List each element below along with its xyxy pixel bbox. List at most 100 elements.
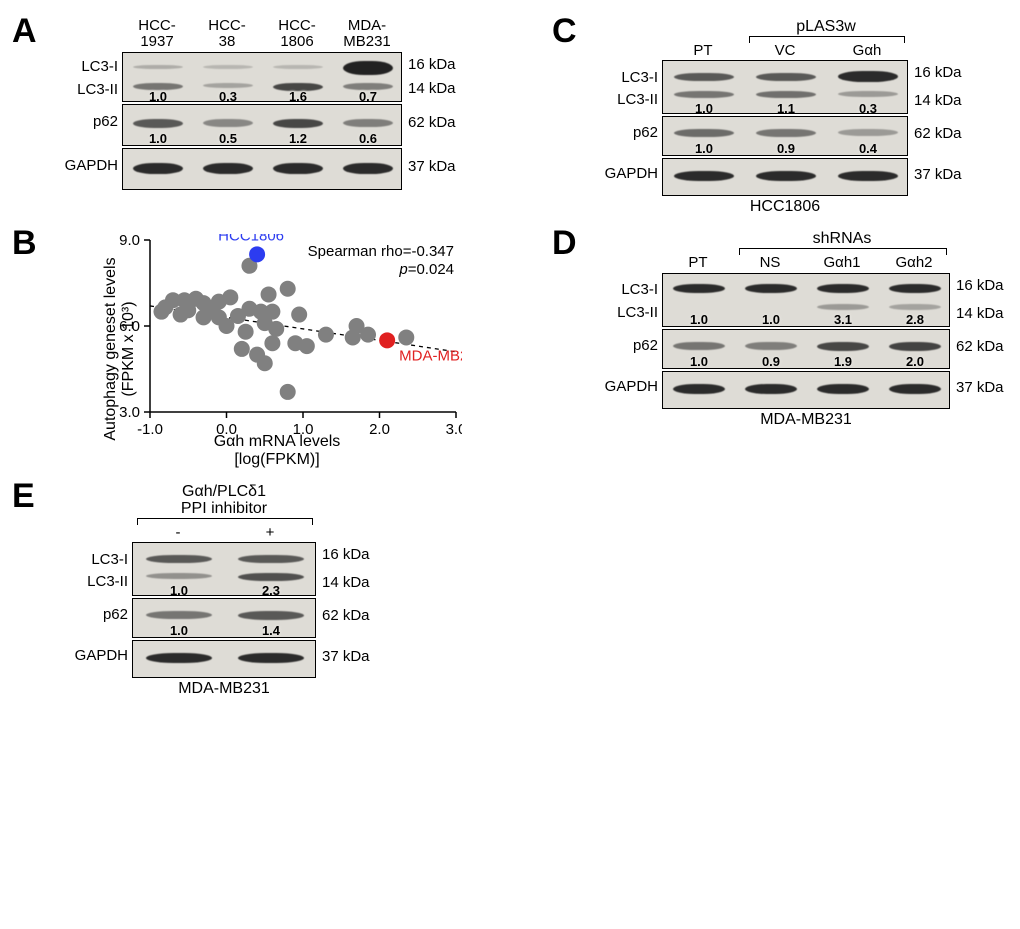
bracket-line — [749, 36, 905, 43]
western-blot: shRNAsPTNSGαh1Gαh2LC3-ILC3-II1.01.03.12.… — [590, 230, 1020, 428]
band — [673, 284, 725, 293]
band — [343, 163, 393, 174]
molecular-weight-label: 14 kDa — [956, 305, 1004, 322]
y-axis-label: Autophagy geneset levels (FPKM x 10³) — [102, 258, 137, 441]
band — [273, 163, 323, 174]
band — [838, 71, 897, 82]
data-point — [291, 307, 307, 323]
band — [343, 83, 393, 90]
highlight-point — [379, 333, 395, 349]
band — [133, 65, 183, 69]
data-point — [280, 281, 296, 297]
row-labels: LC3-ILC3-II — [590, 66, 658, 109]
band — [838, 129, 897, 136]
molecular-weight-label: 37 kDa — [914, 166, 962, 183]
band — [673, 342, 725, 350]
gel-strip: 1.01.4 — [132, 598, 316, 638]
gel-strip: 1.02.3 — [132, 542, 316, 596]
band — [146, 573, 212, 579]
row-labels: p62 — [50, 114, 118, 131]
gel-strip — [122, 148, 402, 190]
band — [674, 171, 733, 181]
gel-strip — [662, 371, 950, 409]
panel-e: EGαh/PLCδ1 PPI inhibitor-+LC3-ILC3-II1.0… — [12, 477, 532, 699]
band — [817, 284, 869, 293]
molecular-weight-label: 62 kDa — [956, 338, 1004, 355]
data-point — [261, 287, 277, 303]
band — [756, 73, 815, 81]
data-point — [234, 341, 250, 357]
molecular-weight-label: 14 kDa — [322, 574, 370, 591]
band — [817, 342, 869, 351]
band — [745, 284, 797, 293]
scatter-svg: -1.00.01.02.03.03.06.09.0HCC1806MDA-MB23… — [92, 234, 462, 464]
quant-value: 0.9 — [745, 141, 827, 156]
row-labels: LC3-ILC3-II — [60, 548, 128, 591]
blot-row: LC3-ILC3-II1.02.316 kDa14 kDa — [132, 542, 316, 596]
scatter-plot: -1.00.01.02.03.03.06.09.0HCC1806MDA-MB23… — [92, 234, 532, 468]
row-labels: LC3-ILC3-II — [50, 55, 118, 98]
quant-value: 0.9 — [735, 354, 807, 369]
quant-value: 1.0 — [123, 89, 193, 102]
band — [203, 119, 253, 127]
lane-label: HCC- 1937 — [122, 18, 192, 50]
stats-rho: Spearman rho=-0.347 — [308, 243, 454, 260]
header-bracket-label: shRNAs — [739, 230, 945, 248]
quant-value: 0.4 — [827, 141, 908, 156]
band — [343, 61, 393, 75]
lane-label: NS — [734, 255, 806, 271]
band — [238, 653, 304, 663]
header-bracket: Gαh/PLCδ1 PPI inhibitor — [132, 483, 316, 525]
band — [133, 83, 183, 90]
blot-row: p621.00.90.462 kDa — [662, 116, 908, 156]
blot-row: GAPDH37 kDa — [132, 640, 316, 678]
quant-value: 1.2 — [263, 131, 333, 146]
band — [838, 171, 897, 181]
blot-row: LC3-ILC3-II1.01.10.316 kDa14 kDa — [662, 60, 908, 114]
data-point — [299, 338, 315, 354]
data-point — [264, 304, 280, 320]
quant-value: 1.0 — [133, 623, 225, 638]
cell-line-caption: HCC1806 — [662, 198, 908, 216]
quant-value: 1.0 — [133, 583, 225, 596]
band — [146, 653, 212, 663]
band — [146, 555, 212, 563]
panel-letter: C — [552, 12, 577, 51]
molecular-weight-label: 37 kDa — [322, 648, 370, 665]
gel-strip: 1.00.91.92.0 — [662, 329, 950, 369]
quant-value: 0.3 — [827, 101, 908, 114]
row-labels: GAPDH — [590, 379, 658, 396]
figure: AHCC- 1937HCC- 38HCC- 1806MDA- MB231LC3-… — [12, 12, 1008, 706]
band — [674, 73, 733, 81]
gel-strip — [132, 640, 316, 678]
quant-value: 0.6 — [333, 131, 402, 146]
lane-label: + — [224, 525, 316, 541]
panel-a: AHCC- 1937HCC- 38HCC- 1806MDA- MB231LC3-… — [12, 12, 532, 216]
lane-label: HCC- 38 — [192, 18, 262, 50]
quant-value: 1.0 — [123, 131, 193, 146]
blot-row: GAPDH37 kDa — [662, 371, 950, 409]
molecular-weight-label: 62 kDa — [914, 125, 962, 142]
bracket-line — [137, 518, 313, 525]
band — [133, 163, 183, 174]
lane-label: Gαh1 — [806, 255, 878, 271]
lane-label: Gαh2 — [878, 255, 950, 271]
band — [817, 384, 869, 394]
panel-b: B-1.00.01.02.03.03.06.09.0HCC1806MDA-MB2… — [12, 224, 532, 468]
data-point — [318, 327, 334, 343]
panel-letter: A — [12, 12, 37, 51]
panel-letter: D — [552, 224, 577, 263]
blot-row: GAPDH37 kDa — [662, 158, 908, 196]
row-labels: p62 — [60, 607, 128, 624]
lane-labels-row: -+ — [132, 525, 316, 541]
band — [273, 119, 323, 128]
data-point — [268, 321, 284, 337]
row-labels: LC3-ILC3-II — [590, 278, 658, 321]
data-point — [222, 290, 238, 306]
header-bracket-label: pLAS3w — [749, 18, 903, 36]
quant-value: 1.0 — [663, 312, 735, 327]
data-point — [238, 324, 254, 340]
band — [203, 83, 253, 88]
band — [838, 91, 897, 97]
blot-row: p621.01.462 kDa — [132, 598, 316, 638]
